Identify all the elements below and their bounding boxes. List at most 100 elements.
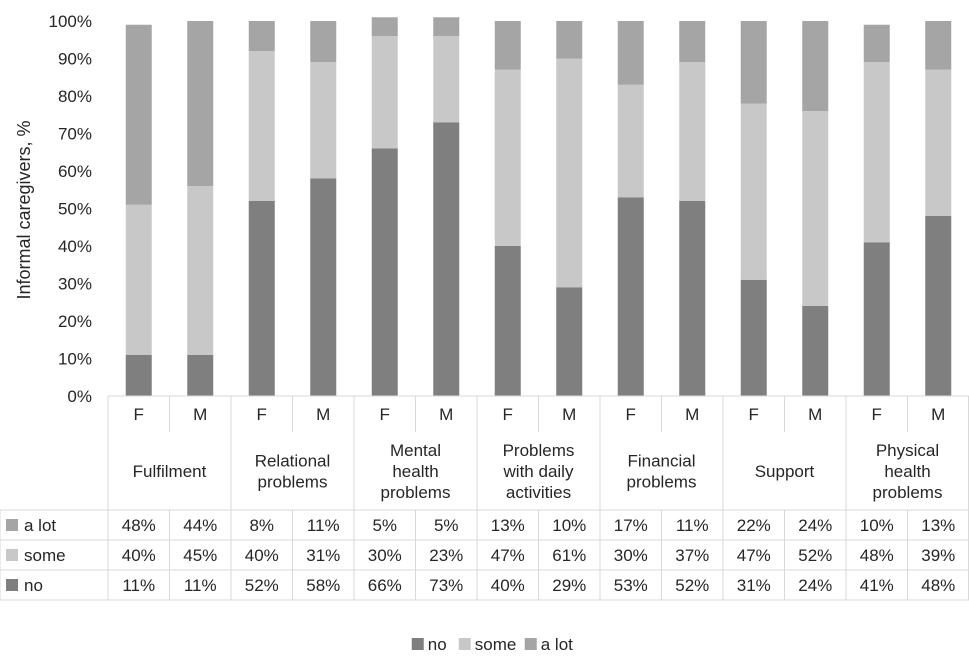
data-label: 24%: [798, 576, 832, 595]
x-tick-label: M: [439, 405, 453, 424]
y-axis-title: Informal caregivers, %: [14, 120, 34, 299]
bar-segment-some: [617, 84, 644, 198]
bar-segment-a-lot: [433, 17, 460, 36]
data-label: 40%: [491, 576, 525, 595]
bar-segment-some: [494, 69, 521, 246]
data-label: 31%: [306, 546, 340, 565]
bar-segment-some: [310, 62, 337, 179]
x-tick-label: M: [562, 405, 576, 424]
x-tick-label: M: [808, 405, 822, 424]
data-label: 48%: [921, 576, 955, 595]
x-tick-label: M: [685, 405, 699, 424]
bar-segment-no: [679, 201, 706, 396]
bar-segment-no: [371, 148, 398, 396]
y-tick-label: 10%: [58, 350, 92, 369]
table-row-label: some: [24, 546, 66, 565]
category-label: activities: [506, 483, 571, 502]
bar-segment-no: [310, 178, 337, 396]
bar-segment-no: [187, 354, 214, 396]
legend: no some a lot: [411, 635, 573, 654]
bar-segment-no: [556, 287, 583, 396]
y-tick-label: 40%: [58, 237, 92, 256]
data-label: 66%: [368, 576, 402, 595]
y-tick-label: 100%: [49, 12, 92, 31]
y-tick-label: 70%: [58, 125, 92, 144]
data-label: 47%: [737, 546, 771, 565]
data-label: 58%: [306, 576, 340, 595]
data-label: 61%: [552, 546, 586, 565]
data-label: 48%: [122, 516, 156, 535]
x-tick-label: F: [503, 405, 513, 424]
y-tick-label: 20%: [58, 312, 92, 331]
bar-segment-a-lot: [740, 21, 767, 104]
bar-segment-a-lot: [248, 21, 275, 51]
data-label: 52%: [675, 576, 709, 595]
y-tick-label: 0%: [67, 387, 92, 406]
data-label: 11%: [676, 516, 709, 535]
x-tick-label: M: [316, 405, 330, 424]
data-label: 48%: [860, 546, 894, 565]
data-label: 13%: [491, 516, 525, 535]
bar-segment-some: [679, 62, 706, 201]
bar-segment-a-lot: [187, 21, 214, 186]
data-label: 11%: [184, 576, 217, 595]
data-label: 5%: [434, 516, 459, 535]
data-label: 30%: [368, 546, 402, 565]
data-label: 10%: [860, 516, 894, 535]
table-legend-key: [6, 519, 18, 531]
data-label: 52%: [798, 546, 832, 565]
category-label: Physical: [876, 441, 939, 460]
data-label: 31%: [737, 576, 771, 595]
table-row-label: no: [24, 576, 43, 595]
data-label: 47%: [491, 546, 525, 565]
data-label: 73%: [429, 576, 463, 595]
bar-segment-a-lot: [125, 24, 152, 205]
y-tick-label: 60%: [58, 162, 92, 181]
bar-segment-some: [740, 103, 767, 280]
bar-segment-a-lot: [310, 21, 337, 63]
data-label: 39%: [921, 546, 955, 565]
bar-segment-no: [248, 201, 275, 396]
table-row-label: a lot: [24, 516, 56, 535]
data-label: 11%: [307, 516, 340, 535]
data-label: 10%: [552, 516, 586, 535]
data-label: 17%: [614, 516, 648, 535]
data-label: 13%: [921, 516, 955, 535]
x-tick-label: F: [749, 405, 759, 424]
y-tick-label: 30%: [58, 275, 92, 294]
x-tick-label: M: [931, 405, 945, 424]
legend-label: no: [428, 635, 447, 654]
bar-segment-some: [125, 204, 152, 355]
category-label: Fulfilment: [133, 462, 207, 481]
data-label: 45%: [183, 546, 217, 565]
bar-segment-a-lot: [617, 21, 644, 85]
data-label: 53%: [614, 576, 648, 595]
category-label: Support: [755, 462, 815, 481]
category-label: Mental: [390, 441, 441, 460]
y-tick-label: 90%: [58, 50, 92, 69]
data-label: 22%: [737, 516, 771, 535]
table-legend-key: [6, 549, 18, 561]
bar-segment-no: [617, 197, 644, 396]
x-tick-label: F: [134, 405, 144, 424]
data-label: 44%: [183, 516, 217, 535]
bar-segment-a-lot: [863, 24, 890, 63]
bar-segment-a-lot: [925, 21, 952, 70]
bar-segment-a-lot: [679, 21, 706, 63]
category-label: Financial: [627, 452, 695, 471]
bar-segment-a-lot: [494, 21, 521, 70]
data-label: 5%: [372, 516, 397, 535]
x-tick-label: F: [257, 405, 267, 424]
bar-segment-no: [494, 246, 521, 396]
bar-segment-some: [925, 69, 952, 216]
category-label: problems: [873, 483, 943, 502]
y-tick-label: 50%: [58, 200, 92, 219]
x-tick-label: F: [380, 405, 390, 424]
bar-segment-some: [433, 36, 460, 123]
category-label: problems: [258, 473, 328, 492]
data-label: 41%: [860, 576, 894, 595]
category-label: Relational: [255, 452, 331, 471]
bars: [125, 17, 952, 396]
bar-segment-a-lot: [556, 21, 583, 59]
